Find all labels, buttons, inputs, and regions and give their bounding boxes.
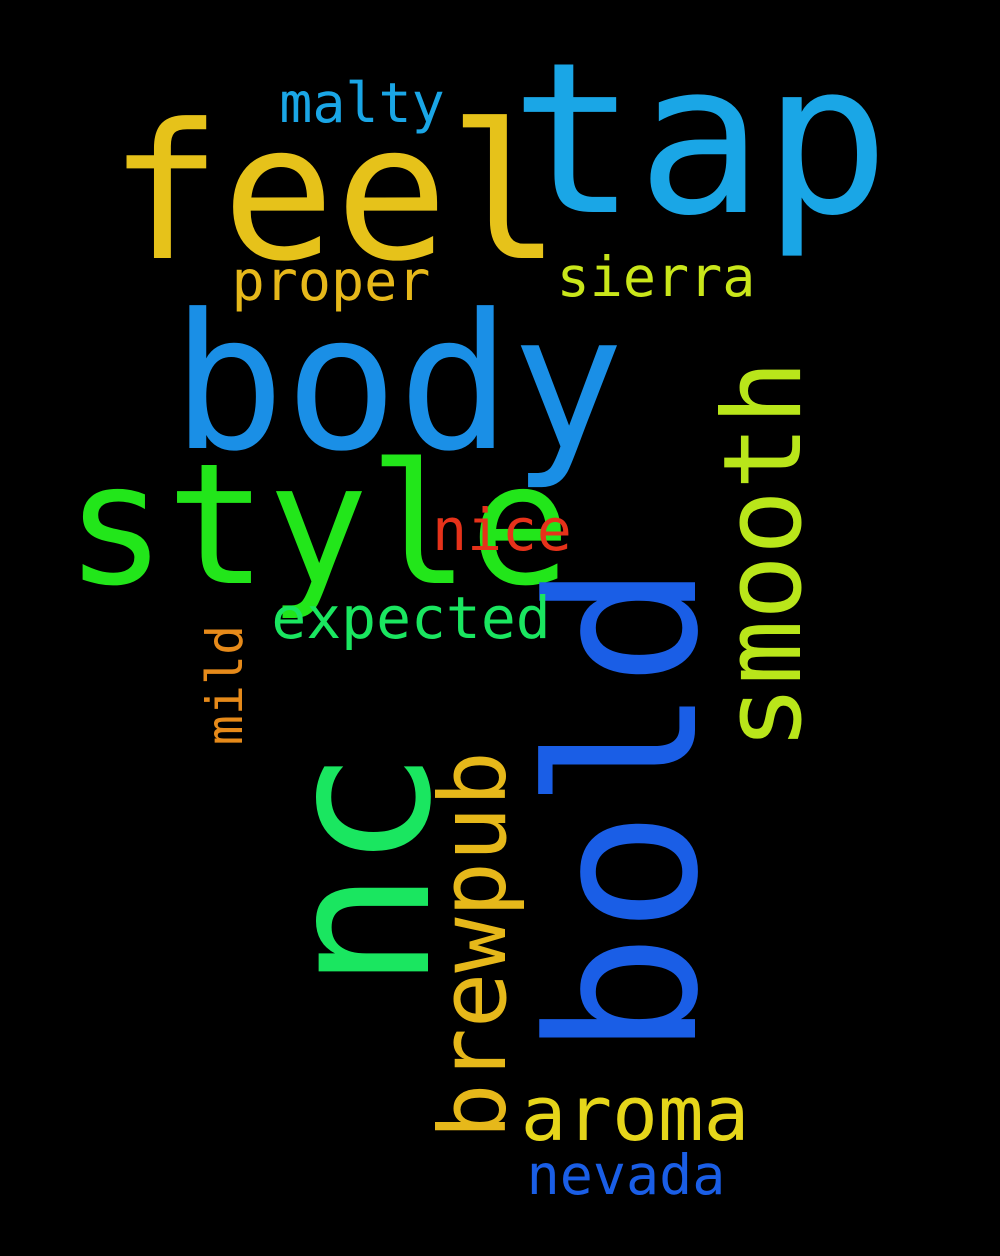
word-brewpub: brewpub	[420, 751, 527, 1139]
word-tap: tap	[510, 17, 889, 262]
word-proper: proper	[232, 249, 431, 313]
word-body: body	[172, 274, 625, 493]
word-nice: nice	[432, 496, 572, 564]
word-nevada: nevada	[527, 1143, 726, 1207]
word-feel: feel	[109, 84, 562, 303]
word-style: bold	[506, 563, 744, 1057]
word-aroma: aroma	[521, 1069, 750, 1158]
word-mild: mild	[196, 625, 254, 745]
word-expected: expected	[271, 584, 550, 652]
word-nc: style	[65, 427, 571, 623]
word-malty: malty	[279, 71, 445, 135]
word-sierra: sierra	[557, 245, 756, 309]
word-bold: nc	[243, 750, 476, 991]
word-smooth: smooth	[701, 360, 826, 750]
